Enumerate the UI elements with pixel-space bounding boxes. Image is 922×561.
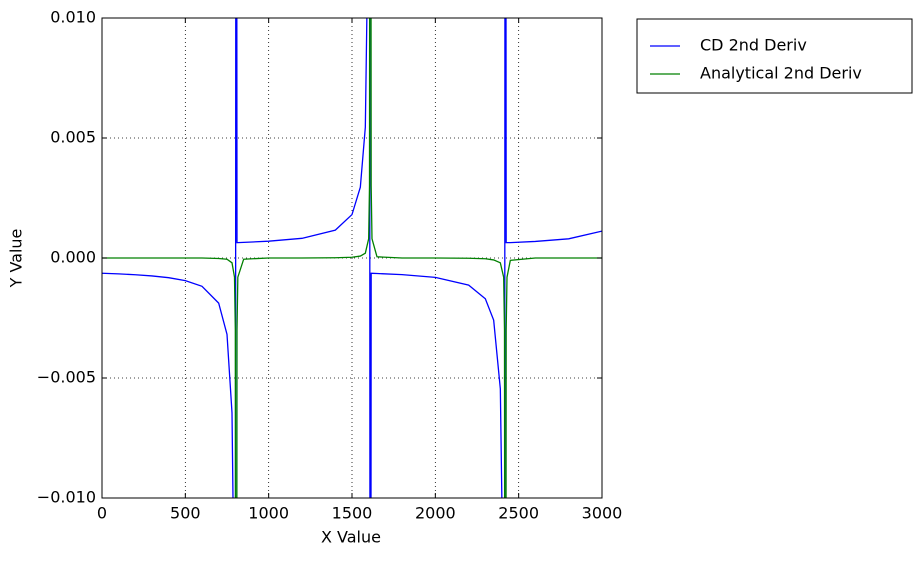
y-tick-label: 0.000 [50,248,96,267]
x-tick-label: 3000 [582,504,623,523]
legend-box [636,18,913,94]
x-tick-label: 1500 [332,504,373,523]
x-tick-label: 2500 [498,504,539,523]
data-line [102,18,602,498]
legend-label: CD 2nd Deriv [700,36,807,55]
x-tick-label: 2000 [415,504,456,523]
x-tick-label: 1000 [248,504,289,523]
x-tick-label: 0 [97,504,107,523]
y-tick-label: −0.005 [37,368,96,387]
y-tick-label: 0.010 [50,8,96,27]
x-axis-label: X Value [321,528,381,547]
legend-label: Analytical 2nd Deriv [700,64,862,83]
x-tick-label: 500 [170,504,201,523]
y-tick-label: −0.010 [37,488,96,507]
y-axis-label: Y Value [7,229,26,289]
y-tick-label: 0.005 [50,128,96,147]
data-line [102,18,602,498]
